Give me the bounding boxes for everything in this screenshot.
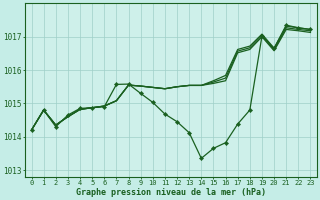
X-axis label: Graphe pression niveau de la mer (hPa): Graphe pression niveau de la mer (hPa)	[76, 188, 266, 197]
